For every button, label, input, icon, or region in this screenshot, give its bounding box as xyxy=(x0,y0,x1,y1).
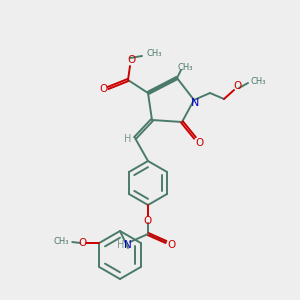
Text: CH₃: CH₃ xyxy=(53,238,69,247)
Text: O: O xyxy=(196,138,204,148)
Text: O: O xyxy=(99,84,107,94)
Text: O: O xyxy=(128,55,136,65)
Text: H: H xyxy=(117,240,125,250)
Text: CH₃: CH₃ xyxy=(146,49,162,58)
Text: CH₃: CH₃ xyxy=(250,76,266,85)
Text: O: O xyxy=(233,81,241,91)
Text: N: N xyxy=(191,98,199,108)
Text: O: O xyxy=(144,216,152,226)
Text: O: O xyxy=(78,238,86,248)
Text: N: N xyxy=(124,240,132,250)
Text: O: O xyxy=(168,240,176,250)
Text: H: H xyxy=(124,134,132,144)
Text: CH₃: CH₃ xyxy=(177,64,193,73)
